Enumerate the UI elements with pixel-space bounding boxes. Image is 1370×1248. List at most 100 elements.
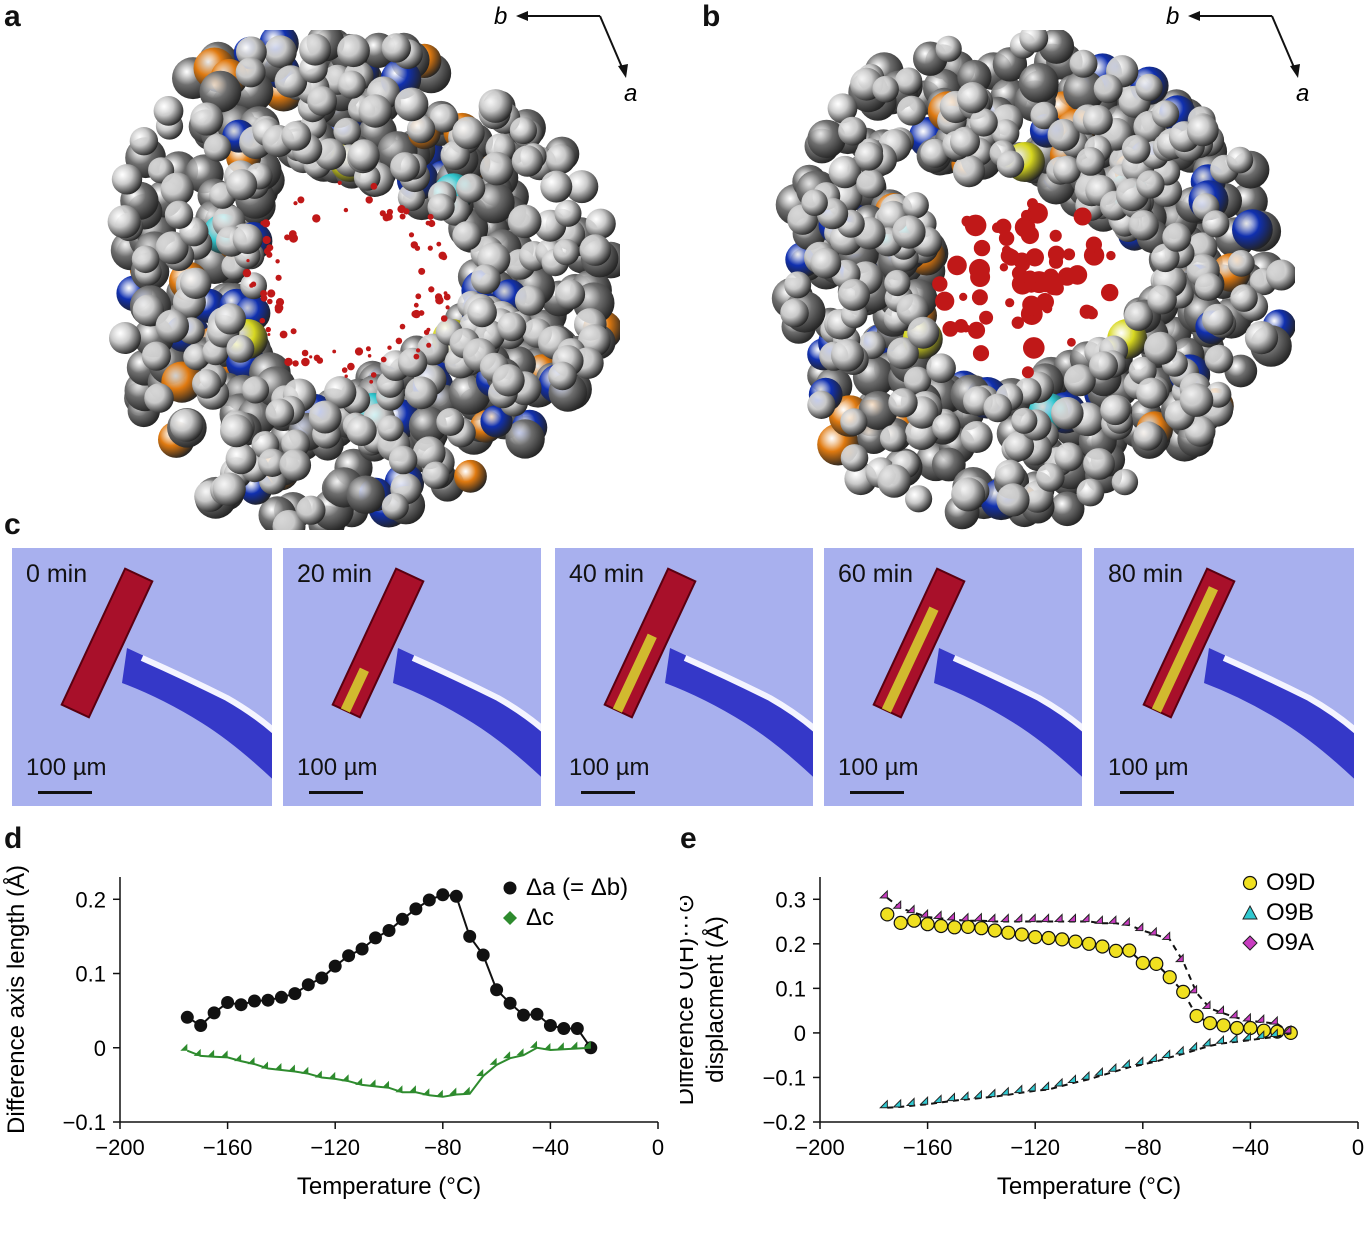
panel-label-e: e — [680, 822, 697, 855]
atom — [347, 139, 380, 172]
atom — [932, 413, 960, 441]
atom — [872, 75, 899, 103]
atom — [144, 383, 174, 413]
guest-blob — [971, 289, 988, 306]
atom — [831, 338, 864, 372]
data-point — [1242, 1031, 1251, 1041]
data-point — [959, 1091, 969, 1100]
atom — [896, 95, 927, 126]
capillary — [122, 648, 272, 779]
data-point — [1202, 1016, 1218, 1031]
guest-blob — [973, 239, 991, 257]
data-point — [194, 1019, 208, 1032]
atom — [299, 33, 332, 66]
data-point — [247, 1057, 255, 1065]
photo-timestamp: 20 min — [297, 560, 373, 588]
x-tick-label: −40 — [1232, 1135, 1269, 1160]
atom — [892, 215, 926, 249]
atom — [235, 57, 266, 88]
atom — [827, 93, 858, 124]
photo-timestamp: 0 min — [26, 560, 88, 588]
guest-blob — [1106, 250, 1116, 261]
data-point — [880, 907, 895, 922]
guest-blob — [312, 214, 321, 223]
atom — [226, 169, 258, 201]
atom — [1187, 232, 1218, 263]
data-point — [395, 912, 409, 926]
crystal-transformed-region — [881, 606, 939, 713]
guest-blob — [242, 268, 252, 278]
atom — [1232, 209, 1273, 251]
scale-label: 100 µm — [297, 754, 378, 781]
atom — [1063, 70, 1105, 112]
chart-axis-length: −200 −160 −120 −80 −40 0 −0.1 0 0.1 0.2 Temperatur… — [2, 865, 664, 1200]
guest-blob — [367, 354, 372, 358]
atom — [1076, 478, 1105, 507]
data-point — [919, 908, 929, 918]
crystal-body — [331, 567, 425, 719]
crystal-photo-frame: 80 min 100 µm — [1094, 548, 1354, 806]
guest-blob — [1021, 209, 1033, 222]
atom — [129, 127, 159, 156]
atom — [952, 155, 986, 188]
atom — [337, 34, 370, 68]
guest-blob — [415, 293, 422, 300]
panel-label-d: d — [4, 822, 23, 855]
guest-blob — [399, 323, 406, 330]
data-point — [1148, 1053, 1157, 1062]
atom — [274, 65, 308, 98]
atom — [902, 192, 929, 219]
crystal-transformed-region — [1151, 586, 1218, 713]
atom — [1202, 303, 1234, 336]
atom — [241, 376, 270, 404]
atom — [333, 117, 361, 146]
data-point — [973, 912, 982, 922]
guest-blob — [412, 309, 421, 319]
data-point — [463, 929, 477, 943]
data-point — [1201, 1037, 1211, 1047]
atom — [554, 199, 582, 227]
data-point — [207, 1049, 215, 1057]
data-point — [193, 1048, 201, 1056]
atom — [894, 67, 923, 95]
guest-blob — [259, 317, 266, 324]
data-point — [1094, 1066, 1103, 1076]
guest-blob — [970, 267, 991, 287]
atom — [258, 448, 287, 477]
y-tick-label: 0.2 — [75, 887, 106, 912]
data-point — [409, 902, 423, 916]
atom — [1230, 284, 1258, 312]
atom — [585, 208, 616, 239]
data-point — [905, 1097, 915, 1107]
axis-a-arrowhead — [1290, 64, 1300, 78]
data-point — [314, 1070, 322, 1078]
data-point — [1028, 929, 1043, 945]
atom — [190, 102, 224, 136]
y-tick-label: −0.1 — [763, 1065, 806, 1090]
atom — [390, 152, 420, 182]
x-axis-label: Temperature (°C) — [297, 1173, 481, 1200]
atom — [427, 193, 455, 221]
data-point — [987, 923, 1002, 938]
axis-a-arrow — [1271, 15, 1297, 73]
atom — [1069, 49, 1098, 78]
photo-timestamp: 80 min — [1108, 560, 1184, 588]
atom — [1030, 101, 1058, 130]
axis-b-arrowhead — [516, 11, 528, 21]
atom — [456, 173, 486, 203]
data-point — [503, 911, 517, 925]
guest-blob — [365, 346, 371, 352]
crystal-image — [60, 567, 272, 779]
atom — [454, 459, 487, 493]
atom — [1124, 301, 1153, 331]
data-point — [382, 1080, 390, 1088]
data-point — [1080, 1070, 1090, 1080]
data-point — [287, 1064, 295, 1072]
capillary-glint — [952, 655, 1082, 732]
series-0 — [880, 907, 1298, 1040]
guest-blob — [1014, 216, 1036, 238]
data-point — [1134, 922, 1144, 932]
scale-bar — [1120, 791, 1174, 794]
atom — [214, 303, 246, 335]
legend-label: O9A — [1266, 929, 1314, 956]
